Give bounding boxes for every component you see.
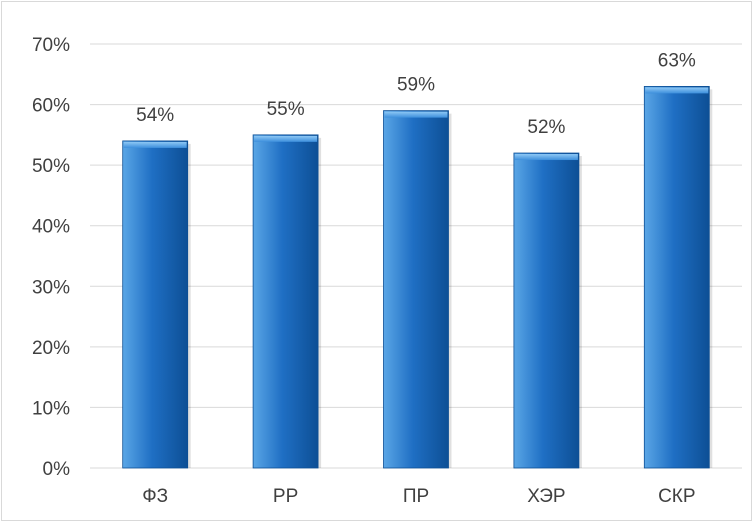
bar-highlight bbox=[123, 141, 187, 148]
y-tick-label: 0% bbox=[43, 459, 71, 480]
x-axis-tick-labels: ФЗ РР ПР ХЭР СКР bbox=[142, 486, 695, 507]
bar bbox=[122, 140, 189, 469]
bar bbox=[643, 86, 710, 469]
y-tick-label: 40% bbox=[32, 217, 70, 238]
y-tick-label: 60% bbox=[32, 96, 70, 117]
y-tick-label: 70% bbox=[32, 35, 70, 56]
data-label: 63% bbox=[658, 50, 696, 71]
bar-highlight bbox=[645, 87, 709, 94]
bar-highlight bbox=[514, 154, 578, 161]
y-tick-label: 50% bbox=[32, 156, 70, 177]
data-label: 59% bbox=[397, 75, 435, 96]
bar-group: 63% bbox=[643, 50, 713, 469]
bar bbox=[513, 152, 580, 469]
data-label: 52% bbox=[527, 117, 565, 138]
x-tick-label: СКР bbox=[658, 486, 695, 507]
x-tick-label: ХЭР bbox=[527, 486, 565, 507]
bar bbox=[383, 110, 449, 469]
y-tick-label: 30% bbox=[32, 277, 70, 298]
bar-group: 59% bbox=[383, 75, 452, 469]
y-axis-tick-labels: 0% 10% 20% 30% 40% 50% 60% 70% bbox=[32, 35, 70, 480]
x-tick-label: РР bbox=[273, 486, 298, 507]
bar-highlight bbox=[254, 135, 318, 142]
bars: 54% 55% 59% 52% 63% bbox=[122, 50, 713, 469]
data-label: 55% bbox=[267, 99, 305, 120]
data-label: 54% bbox=[136, 105, 174, 126]
bar-group: 54% bbox=[122, 105, 191, 469]
y-tick-label: 20% bbox=[32, 338, 70, 359]
bar-highlight bbox=[384, 111, 448, 118]
x-tick-label: ФЗ bbox=[142, 486, 168, 507]
bar-group: 55% bbox=[252, 99, 322, 469]
y-tick-label: 10% bbox=[32, 398, 70, 419]
bar-group: 52% bbox=[513, 117, 582, 469]
x-tick-label: ПР bbox=[403, 486, 429, 507]
bar bbox=[252, 134, 319, 469]
